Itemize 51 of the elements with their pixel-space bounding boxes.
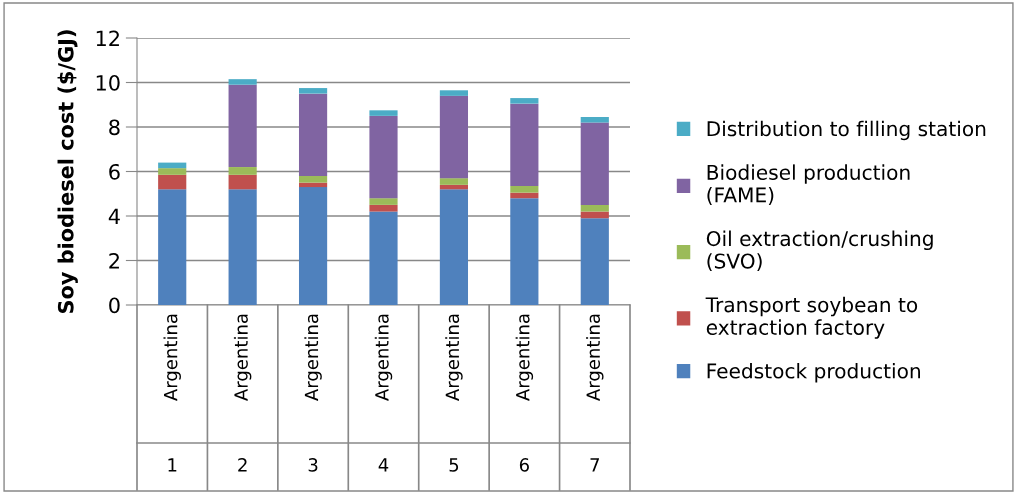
- category-label: Argentina 3: [304, 314, 322, 472]
- y-axis-title: Soy biodiesel cost ($/GJ): [57, 30, 78, 313]
- legend-label: Feedstock production: [707, 363, 920, 383]
- bar: [158, 168, 187, 175]
- y-tick-label: 8: [109, 119, 120, 136]
- bar: [228, 189, 257, 305]
- bar: [580, 204, 609, 212]
- bar: [439, 184, 469, 190]
- legend-label: Oil extraction/crushing (SVO): [706, 230, 933, 272]
- bar: [439, 189, 469, 305]
- category-label: Argentina 2: [233, 314, 252, 472]
- y-tick-label: 12: [96, 30, 119, 46]
- bar: [369, 110, 398, 116]
- bar: [369, 198, 398, 205]
- bar: [298, 182, 328, 188]
- y-tick-label: 4: [108, 208, 120, 224]
- bar: [580, 116, 609, 123]
- bar: [580, 122, 609, 205]
- bar: [369, 204, 398, 212]
- bar: [369, 211, 398, 305]
- bar: [510, 198, 539, 305]
- bar: [158, 174, 187, 190]
- y-tick-label: 10: [96, 74, 120, 91]
- category-label: Argentina 1: [163, 314, 181, 472]
- bar: [369, 115, 398, 199]
- bar: [158, 189, 187, 305]
- category-label: Argentina 5: [445, 314, 463, 472]
- bar: [298, 88, 328, 94]
- y-tick-label: 2: [109, 252, 119, 269]
- category-label: Argentina 6: [515, 314, 534, 472]
- bar: [439, 178, 469, 185]
- bar: [228, 84, 257, 168]
- bar: [298, 93, 328, 176]
- category-label: Argentina 4: [374, 314, 393, 472]
- bar: [228, 79, 257, 85]
- legend-label: Biodiesel production (FAME): [707, 164, 910, 205]
- legend-label: Transport soybean to extraction factory: [705, 296, 918, 339]
- bar: [228, 167, 257, 175]
- bar: [580, 218, 609, 305]
- y-tick-label: 6: [109, 163, 120, 180]
- category-label: Argentina 7: [586, 314, 604, 472]
- bar: [298, 175, 328, 183]
- bar: [439, 95, 469, 179]
- bar: [510, 103, 539, 186]
- bar: [439, 90, 469, 96]
- legend-label: Distribution to filling station: [707, 120, 986, 141]
- bar: [510, 98, 539, 104]
- bar: [298, 187, 328, 305]
- bar: [228, 174, 257, 190]
- y-tick-label: 0: [109, 297, 120, 314]
- bar: [510, 185, 539, 193]
